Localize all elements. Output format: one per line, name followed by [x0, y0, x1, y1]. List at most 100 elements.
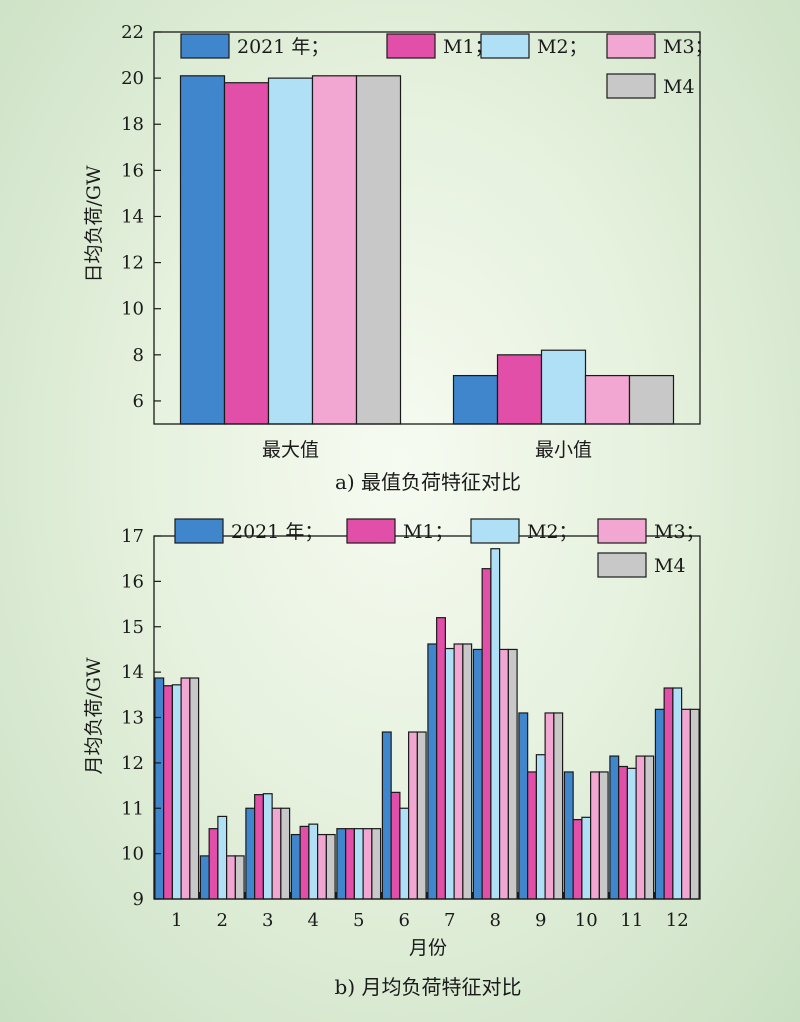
bar-m3-10: [590, 771, 600, 900]
bar-m3-8: [499, 648, 509, 900]
bar-m2-10: [581, 816, 592, 900]
bar-m1-12: [663, 687, 674, 900]
chart-a-y-label: 日均负荷/GW: [83, 165, 105, 283]
bar-m2-5: [353, 828, 364, 900]
bar-m4-2: [234, 855, 245, 900]
bar-2021-11: [609, 755, 620, 900]
bar-m3-12: [681, 708, 691, 900]
chart-b-caption: b) 月均负荷特征对比: [335, 975, 522, 999]
y-tick-label: 10: [121, 299, 144, 320]
bar-m1-3: [254, 794, 264, 900]
bar-m1-1: [223, 82, 270, 425]
legend-swatch-m2: [480, 33, 530, 59]
x-tick-label: 5: [353, 910, 364, 931]
legend-swatch-2021: [174, 518, 224, 544]
legend-label-2021: 2021 年；: [237, 36, 329, 58]
chart-b-legend: 2021 年； M1； M2； M3； M4: [174, 518, 705, 578]
y-tick-label: 22: [121, 22, 144, 43]
y-tick-label: 20: [121, 68, 144, 89]
x-tick-label: 12: [666, 910, 689, 931]
chart-b-y-label: 月均负荷/GW: [83, 657, 105, 775]
y-tick-label: 15: [121, 617, 144, 638]
bar-m4-11: [644, 755, 655, 900]
legend-swatch-2021: [180, 33, 230, 59]
x-tick-label: 最大值: [262, 439, 319, 461]
y-tick-label: 9: [133, 889, 144, 910]
bar-m1-4: [299, 825, 310, 900]
bar-m2-12: [672, 687, 683, 900]
y-tick-label: 16: [121, 160, 144, 181]
bar-m4-10: [598, 771, 609, 900]
bar-m1-8: [481, 568, 492, 900]
bar-m3-7: [453, 643, 464, 900]
bar-m3-6: [408, 731, 418, 900]
chart-b-x-ticks: 1 2 3 4 5 6 7 8 9 10 11 12: [171, 892, 689, 931]
bar-m2-6: [399, 807, 410, 900]
bar-m2-11: [626, 767, 637, 900]
bar-m3-2: [226, 855, 236, 900]
y-tick-label: 12: [121, 253, 144, 274]
bar-m4-1: [355, 75, 402, 425]
x-tick-label: 10: [575, 910, 598, 931]
y-tick-label: 13: [121, 708, 144, 729]
y-tick-label: 16: [121, 571, 144, 592]
x-tick-label: 8: [490, 910, 501, 931]
bar-m2-1: [171, 684, 182, 900]
bar-m3-11: [635, 755, 646, 900]
bar-m4-8: [507, 648, 518, 900]
legend-label-m4: M4: [663, 76, 695, 98]
bar-2021-7: [427, 643, 438, 900]
bar-m1-6: [390, 791, 401, 900]
chart-a-bars: [179, 75, 675, 425]
x-tick-label: 最小值: [535, 439, 592, 461]
bar-m4-6: [416, 731, 427, 900]
bar-m2-3: [262, 793, 273, 900]
bar-m4-7: [462, 643, 473, 900]
bar-2021-2: [199, 855, 210, 900]
bar-m3-5: [362, 828, 373, 900]
bar-m1-1: [163, 685, 173, 900]
chart-a-y-ticks: 6 8 10 12 14 16 18 20 22: [121, 22, 161, 412]
y-tick-label: 10: [121, 844, 144, 865]
legend-label-m3: M3；: [663, 36, 714, 58]
chart-b-bars: [154, 548, 700, 900]
bar-m1-2: [208, 828, 219, 900]
legend-label-m1: M1；: [403, 521, 454, 543]
bar-2021-3: [245, 807, 256, 900]
y-tick-label: 8: [133, 345, 144, 366]
x-tick-label: 4: [308, 910, 319, 931]
y-tick-label: 17: [121, 526, 144, 547]
bar-m4-12: [689, 708, 700, 900]
bar-m3-3: [271, 807, 282, 900]
chart-b-x-label: 月份: [409, 937, 447, 959]
y-tick-label: 12: [121, 753, 144, 774]
bar-2021-6: [381, 731, 392, 900]
bar-m4-1: [189, 677, 200, 900]
legend-label-m2: M2；: [527, 521, 578, 543]
bar-2021-1: [154, 677, 165, 900]
bar-m2-9: [535, 754, 546, 900]
x-tick-label: 9: [535, 910, 546, 931]
bar-2021-9: [518, 712, 529, 900]
bar-m1-10: [572, 818, 583, 900]
bar-2021-10: [563, 771, 574, 900]
plot-frame: [153, 31, 701, 425]
chart-a-caption: a) 最值负荷特征对比: [335, 470, 521, 494]
y-tick-label: 14: [121, 662, 144, 683]
legend-label-m2: M2；: [537, 36, 588, 58]
bar-m2-8: [490, 548, 501, 900]
bar-m2-2: [217, 815, 228, 900]
y-tick-label: 6: [133, 391, 144, 412]
bar-m4-5: [371, 828, 382, 900]
x-tick-label: 11: [620, 910, 643, 931]
bar-m2-4: [308, 823, 319, 900]
legend-label-2021: 2021 年；: [231, 521, 323, 543]
bar-m3-1: [180, 677, 191, 900]
bar-m1-11: [618, 765, 628, 900]
legend-swatch-m2: [470, 518, 520, 544]
legend-label-m4: M4: [654, 555, 686, 577]
legend-swatch-m3: [606, 33, 656, 59]
bar-m1-2: [496, 354, 543, 425]
